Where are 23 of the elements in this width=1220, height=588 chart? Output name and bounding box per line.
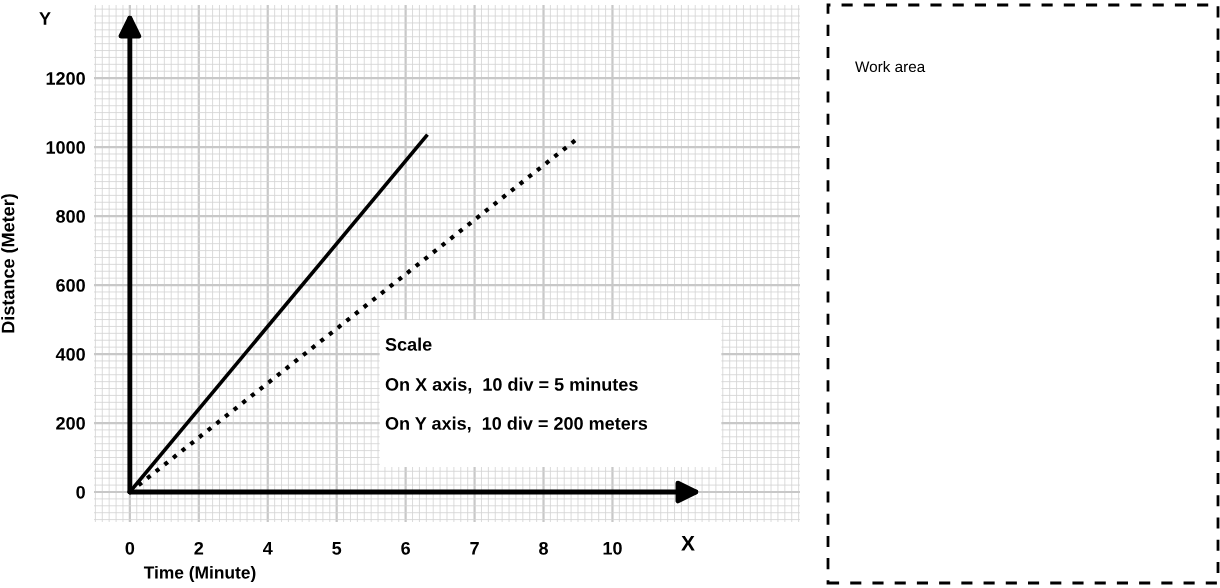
y-tick-label: 1200 <box>46 72 85 85</box>
y-tick-label: 1000 <box>46 141 85 154</box>
x-tick-label: 7 <box>470 542 479 555</box>
y-tick-label: 800 <box>56 210 85 223</box>
text: X <box>681 536 695 551</box>
x-tick-label: 2 <box>194 541 204 555</box>
text: Work area <box>855 60 926 73</box>
x-tick-label: 6 <box>401 541 410 555</box>
x-tick-label: 5 <box>332 542 342 555</box>
text: Y <box>39 12 51 25</box>
x-tick-label: 0 <box>125 541 135 555</box>
x-tick-label: 4 <box>263 542 273 555</box>
annotation: On Y axis, 10 div = 200 meters <box>385 416 648 433</box>
annotation: On X axis, 10 div = 5 minutes <box>385 377 638 394</box>
x-axis-title: Time (Minute) <box>143 565 256 583</box>
y-tick-label: 0 <box>76 485 85 499</box>
y-tick-label: 600 <box>56 278 85 292</box>
y-tick-label: 200 <box>56 416 85 430</box>
annotation: Scale <box>385 337 432 351</box>
y-tick-label: 400 <box>55 347 85 361</box>
x-tick-label: 10 <box>603 541 622 555</box>
x-tick-label: 8 <box>539 541 548 555</box>
y-axis-title: Distance (Meter) <box>1 194 18 333</box>
